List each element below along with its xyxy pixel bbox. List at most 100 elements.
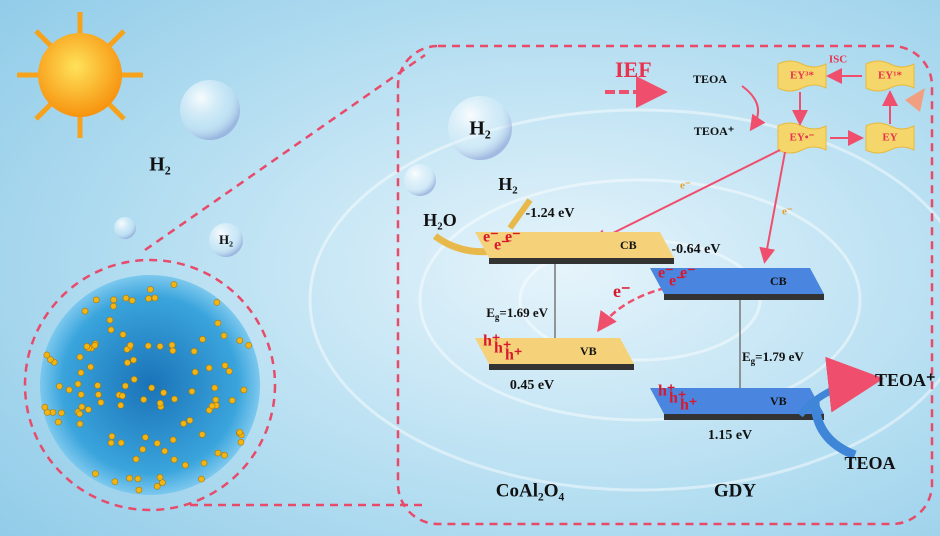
atom — [92, 470, 99, 478]
atom — [221, 451, 228, 459]
electron-arrow — [759, 151, 786, 264]
label: h⁺ — [658, 383, 675, 400]
atom — [128, 297, 136, 304]
atom — [200, 459, 208, 467]
bubble — [180, 80, 240, 140]
atom — [148, 384, 155, 392]
band-plate-edge — [489, 364, 634, 370]
inset-frame — [396, 44, 934, 526]
label: h⁺ — [680, 397, 697, 414]
atom — [97, 399, 105, 406]
label: e⁻ — [680, 265, 696, 282]
teoa-plus-label: TEOA⁺ — [875, 370, 936, 390]
atom — [221, 362, 229, 369]
h2-label: H₂ — [469, 118, 491, 140]
label: h⁺ — [505, 347, 522, 364]
band-plate — [650, 268, 824, 294]
label: e⁻ — [494, 237, 510, 254]
isc-label: ISC — [829, 54, 847, 66]
atom — [159, 479, 166, 486]
atom — [156, 343, 164, 350]
atom — [186, 417, 194, 424]
label: h⁺ — [483, 333, 500, 350]
teoa-arrow — [797, 356, 884, 418]
dye-flag — [865, 122, 915, 154]
band-gap: Eg=1.69 eV — [486, 305, 548, 322]
atom — [180, 420, 187, 427]
atom — [205, 364, 213, 372]
label: GDY — [714, 480, 757, 501]
atom — [94, 382, 101, 389]
atom — [106, 316, 114, 324]
label: -1.24 eV — [526, 206, 575, 221]
teoa-arrow — [810, 399, 857, 460]
atom — [81, 307, 89, 315]
atom — [55, 418, 62, 426]
atom — [156, 399, 164, 407]
h2-label: H₂ — [498, 174, 517, 194]
band-gap-part: E — [742, 349, 751, 364]
atom — [168, 341, 176, 349]
atom — [139, 446, 147, 453]
label: VB — [770, 394, 787, 408]
atom — [161, 447, 169, 455]
band-gap: Eg=1.79 eV — [742, 349, 804, 366]
zoom-circle — [23, 258, 277, 512]
band-plate — [650, 388, 824, 414]
atom — [117, 439, 125, 447]
bubble — [114, 217, 136, 239]
label: CB — [770, 274, 787, 288]
label: h⁺ — [494, 340, 511, 357]
atom — [145, 295, 152, 302]
electron-arrow — [591, 149, 781, 244]
atom — [237, 438, 245, 446]
transfer-arrow — [597, 286, 666, 333]
atom — [65, 386, 73, 394]
label: e⁻ — [669, 273, 685, 290]
atom — [171, 395, 178, 403]
atom — [144, 342, 152, 350]
label: CB — [620, 238, 637, 252]
atom — [220, 332, 228, 339]
atom — [126, 474, 133, 482]
atom — [211, 384, 219, 392]
atom — [87, 363, 94, 371]
atom — [214, 319, 222, 327]
label: e⁻ — [483, 229, 499, 246]
arrow — [741, 85, 766, 132]
atom — [119, 331, 127, 338]
h2-label: H₂ — [149, 154, 171, 176]
atom — [191, 368, 199, 376]
dye-label: EY¹* — [878, 70, 903, 82]
band-plate-edge — [664, 294, 824, 300]
teoa-label: TEOA — [693, 72, 727, 86]
light-icon — [905, 88, 925, 112]
atom — [160, 389, 167, 396]
atom — [117, 402, 125, 409]
atom — [151, 294, 159, 302]
atom — [212, 396, 220, 404]
label: 0.45 eV — [510, 378, 554, 393]
atom — [134, 475, 142, 483]
atom — [214, 449, 222, 457]
atom — [190, 348, 198, 355]
atoms — [41, 281, 252, 494]
ripples — [308, 108, 940, 492]
band-gap-part: =1.79 eV — [755, 349, 804, 364]
atom — [76, 353, 84, 361]
band-plate — [475, 338, 634, 364]
bubble — [448, 96, 512, 160]
atom — [182, 461, 189, 469]
label: -0.64 eV — [672, 242, 721, 257]
atom — [130, 376, 138, 383]
h2o-label: H₂O — [423, 210, 456, 230]
atom — [153, 440, 161, 447]
atom — [107, 439, 115, 447]
band-plate-edge — [664, 414, 824, 420]
label: 1.15 eV — [708, 428, 752, 443]
band-gap-part: E — [486, 305, 495, 320]
atom — [199, 335, 206, 343]
dye-flag — [777, 60, 827, 92]
h2-arrow — [507, 198, 533, 230]
